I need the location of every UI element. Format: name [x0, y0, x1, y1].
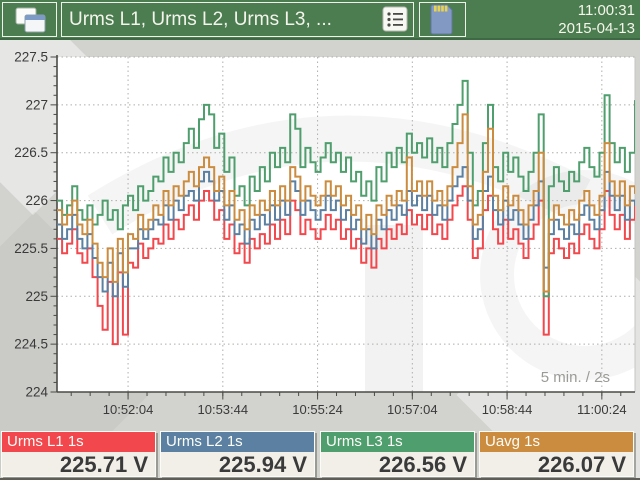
- channel-box-urms-l2[interactable]: Urms L2 1s 225.94 V: [160, 431, 315, 477]
- svg-text:225: 225: [25, 289, 48, 304]
- sd-card-icon: [430, 4, 453, 35]
- svg-text:11:00:24: 11:00:24: [577, 402, 627, 417]
- channel-value: 226.56 V: [378, 452, 467, 477]
- channel-value: 226.07 V: [537, 452, 626, 477]
- svg-text:226.5: 226.5: [14, 145, 48, 160]
- trace-uavg-1s: [57, 113, 635, 293]
- trend-plot[interactable]: 224 224.5 225 225.5 226 226.5 227 227.5 10:52:04…: [0, 40, 640, 425]
- series-traces: [57, 79, 635, 346]
- svg-text:10:58:44: 10:58:44: [482, 402, 533, 417]
- x-axis-ticks: [70, 392, 622, 400]
- svg-text:10:52:04: 10:52:04: [103, 402, 154, 417]
- clock: 11:00:31 2015-04-13: [558, 2, 635, 38]
- channel-label: Urms L3 1s: [321, 432, 474, 452]
- channel-value: 225.94 V: [218, 452, 307, 477]
- channel-box-urms-l3[interactable]: Urms L3 1s 226.56 V: [320, 431, 475, 477]
- channel-box-urms-l1[interactable]: Urms L1 1s 225.71 V: [1, 431, 156, 477]
- svg-text:10:57:04: 10:57:04: [387, 402, 438, 417]
- sd-card-slot[interactable]: [419, 2, 466, 37]
- channel-label: Urms L1 1s: [2, 432, 155, 452]
- trace-urms-l3-1s: [57, 79, 635, 298]
- screens-button[interactable]: [2, 2, 57, 37]
- svg-text:225.5: 225.5: [14, 241, 48, 256]
- overlapping-windows-icon: [15, 7, 45, 32]
- svg-text:224: 224: [25, 385, 48, 400]
- y-axis-labels: 224 224.5 225 225.5 226 226.5 227 227.5: [14, 50, 48, 400]
- svg-text:224.5: 224.5: [14, 337, 48, 352]
- channel-value: 225.71 V: [59, 452, 148, 477]
- channel-label: Urms L2 1s: [161, 432, 314, 452]
- header-bar: Urms L1, Urms L2, Urms L3, ... 11:00:3: [0, 0, 640, 40]
- channel-label: Uavg 1s: [480, 432, 633, 452]
- svg-text:226: 226: [25, 193, 48, 208]
- date-label: 2015-04-13: [558, 20, 635, 37]
- channel-box-uavg[interactable]: Uavg 1s 226.07 V: [479, 431, 634, 477]
- time-label: 11:00:31: [577, 2, 635, 19]
- timebase-annotation: 5 min. / 2s: [541, 369, 610, 386]
- chart-title-box[interactable]: Urms L1, Urms L2, Urms L3, ...: [61, 2, 414, 37]
- svg-text:227: 227: [25, 97, 48, 112]
- svg-text:10:53:44: 10:53:44: [198, 402, 249, 417]
- svg-text:10:55:24: 10:55:24: [292, 402, 343, 417]
- y-axis-ticks: [50, 56, 57, 393]
- divider: [0, 478, 640, 480]
- list-icon: [382, 6, 408, 32]
- trend-chart[interactable]: 224 224.5 225 225.5 226 226.5 227 227.5 10:52:04…: [0, 40, 640, 425]
- channel-legend: Urms L1 1s 225.71 V Urms L2 1s 225.94 V …: [0, 429, 640, 480]
- x-axis-labels: 10:52:04 10:53:44 10:55:24 10:57:04 10:58:44…: [103, 402, 627, 417]
- page-title: Urms L1, Urms L2, Urms L3, ...: [69, 8, 332, 30]
- svg-text:227.5: 227.5: [14, 50, 48, 65]
